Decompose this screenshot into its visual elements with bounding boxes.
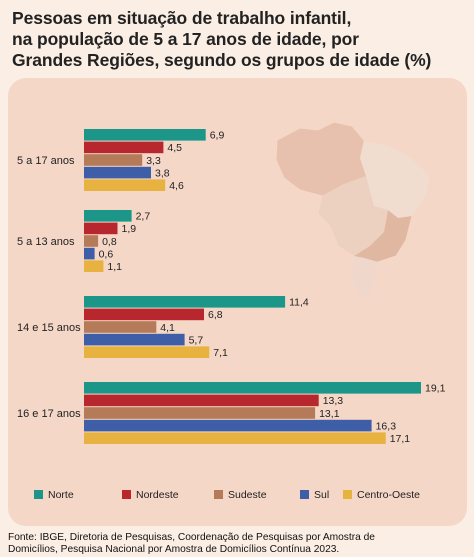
bar-sudeste [84, 321, 157, 333]
bar-sudeste [84, 235, 99, 247]
category-label: 5 a 13 anos [17, 236, 75, 248]
bar-sul [84, 333, 185, 346]
source-line-1: Fonte: IBGE, Diretoria de Pesquisas, Coo… [8, 532, 375, 543]
bar-sul [84, 166, 151, 179]
data-label: 19,1 [425, 383, 446, 395]
legend-swatch [343, 490, 352, 499]
data-label: 0,6 [99, 248, 114, 260]
data-label: 3,3 [146, 155, 161, 167]
bar-nordeste [84, 141, 164, 154]
data-label: 6,9 [210, 130, 225, 142]
legend-swatch [122, 490, 131, 499]
data-label: 11,4 [289, 297, 309, 309]
bar-norte [84, 129, 206, 141]
title-line-1: Pessoas em situação de trabalho infantil… [12, 8, 352, 28]
legend-label: Centro-Oeste [357, 489, 420, 501]
category-label: 5 a 17 anos [17, 155, 75, 167]
bar-norte [84, 210, 132, 222]
legend-label: Sudeste [228, 489, 267, 501]
source-line-2: Domicílios, Pesquisa Nacional por Amostr… [8, 543, 340, 555]
data-label: 13,3 [323, 395, 344, 407]
bar-nordeste [84, 308, 204, 321]
source-note: Fonte: IBGE, Diretoria de Pesquisas, Coo… [8, 532, 470, 555]
data-label: 16,3 [376, 420, 397, 432]
legend-label: Sul [314, 489, 329, 501]
bar-centro-oeste [84, 179, 166, 191]
bar-sul [84, 247, 95, 260]
data-label: 13,1 [319, 408, 340, 420]
data-label: 3,8 [155, 167, 170, 179]
bar-centro-oeste [84, 346, 210, 358]
data-label: 6,8 [208, 309, 223, 321]
legend-label: Nordeste [136, 489, 179, 501]
legend-swatch [34, 490, 43, 499]
chart-title: Pessoas em situação de trabalho infantil… [12, 8, 467, 71]
bar-sudeste [84, 154, 143, 166]
data-label: 4,5 [167, 142, 182, 154]
bar-sul [84, 419, 372, 432]
bar-nordeste [84, 222, 118, 235]
data-label: 1,1 [107, 261, 122, 273]
data-label: 5,7 [189, 334, 204, 346]
bar-sudeste [84, 407, 316, 419]
data-label: 7,1 [213, 347, 228, 359]
data-label: 17,1 [390, 433, 411, 445]
data-label: 2,7 [136, 211, 151, 223]
title-line-3: Grandes Regiões, segundo os grupos de id… [12, 50, 432, 70]
legend-swatch [300, 490, 309, 499]
legend-label: Norte [48, 489, 74, 501]
data-label: 4,1 [160, 322, 175, 334]
data-label: 0,8 [102, 236, 117, 248]
category-label: 14 e 15 anos [17, 322, 81, 334]
data-label: 1,9 [122, 223, 137, 235]
category-label: 16 e 17 anos [17, 408, 81, 420]
brazil-map-icon [275, 121, 431, 301]
bar-centro-oeste [84, 432, 386, 444]
legend-swatch [214, 490, 223, 499]
title-line-2: na população de 5 a 17 anos de idade, po… [12, 29, 359, 49]
bar-norte [84, 296, 286, 308]
bar-norte [84, 382, 421, 394]
data-label: 4,6 [169, 180, 184, 192]
bar-nordeste [84, 394, 319, 407]
bar-centro-oeste [84, 260, 104, 272]
